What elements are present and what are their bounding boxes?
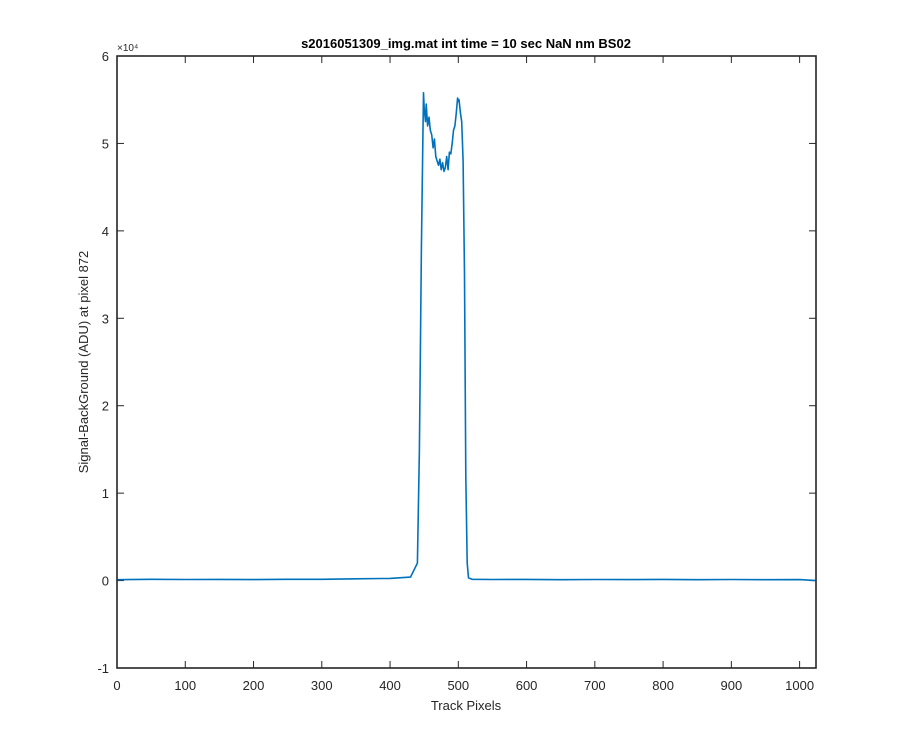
x-tick-label: 100 [174, 678, 196, 693]
y-tick-label: -1 [97, 661, 109, 676]
x-tick-label: 1000 [785, 678, 814, 693]
series-line-0 [116, 91, 817, 582]
x-axis-label: Track Pixels [431, 698, 502, 713]
y-tick-label: 0 [102, 574, 109, 589]
y-multiplier-label: ×10⁴ [117, 43, 138, 54]
ticks-layer: 0 100 200 300 400 500 600 700 800 900 1000 -1 0 1 2 3 4 5… [97, 49, 816, 693]
x-tick-label: 0 [113, 678, 120, 693]
axes-box [116, 55, 817, 669]
x-tick-label: 800 [652, 678, 674, 693]
x-tick-label: 900 [721, 678, 743, 693]
y-tick-label: 3 [102, 311, 109, 326]
x-tick-label: 300 [311, 678, 333, 693]
x-tick-label: 200 [243, 678, 265, 693]
chart-title: s2016051309_img.mat int time = 10 sec Na… [301, 36, 631, 51]
x-tick-label: 500 [447, 678, 469, 693]
y-tick-label: 5 [102, 136, 109, 151]
plot-area [117, 56, 816, 668]
y-axis-label: Signal-BackGround (ADU) at pixel 872 [76, 251, 91, 474]
series-layer [116, 91, 817, 582]
x-tick-label: 700 [584, 678, 606, 693]
y-tick-label: 2 [102, 399, 109, 414]
x-tick-label: 600 [516, 678, 538, 693]
y-tick-label: 6 [102, 49, 109, 64]
y-tick-label: 4 [102, 224, 109, 239]
x-tick-label: 400 [379, 678, 401, 693]
y-tick-label: 1 [102, 486, 109, 501]
